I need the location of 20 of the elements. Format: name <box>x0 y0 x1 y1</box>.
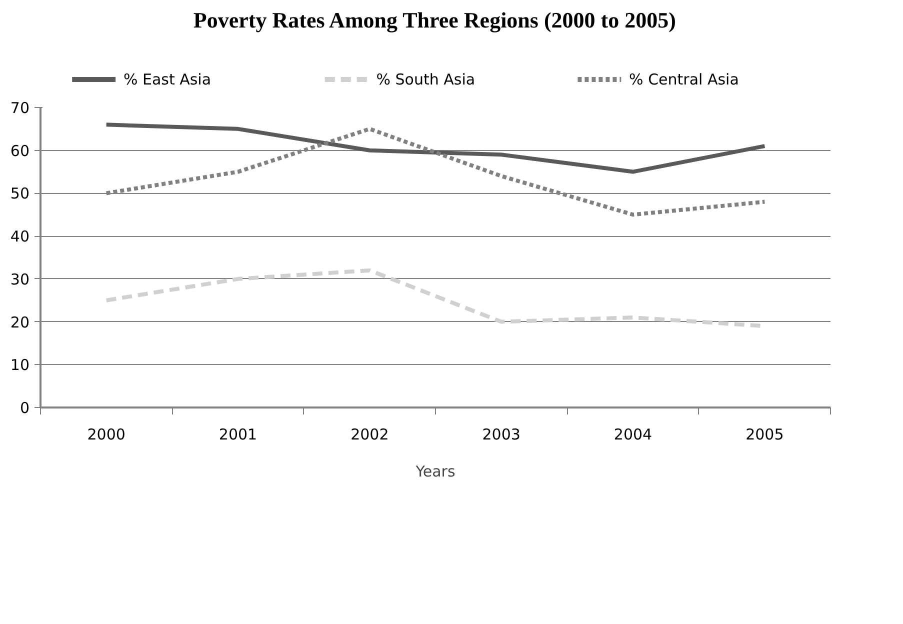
y-tick-label: 0 <box>20 399 30 417</box>
x-tick-label: 2005 <box>746 426 784 444</box>
legend-label: % Central Asia <box>629 70 739 88</box>
x-axis-title: Years <box>414 462 456 480</box>
x-tick-label: 2002 <box>350 426 389 444</box>
x-tick-label: 2004 <box>614 426 652 444</box>
y-tick-label: 60 <box>10 142 30 160</box>
y-tick-label: 70 <box>10 99 30 117</box>
y-tick-label: 50 <box>10 184 30 203</box>
x-tick-label: 2000 <box>87 426 126 444</box>
y-tick-label: 40 <box>10 228 30 246</box>
y-tick-label: 10 <box>10 356 30 374</box>
x-tick-label: 2003 <box>482 426 520 444</box>
legend-label: % South Asia <box>376 70 476 88</box>
y-tick-label: 20 <box>10 313 30 332</box>
legend-label: % East Asia <box>123 70 212 88</box>
line-series <box>104 122 767 174</box>
chart-title: Poverty Rates Among Three Regions (2000 to 2005) <box>193 8 676 32</box>
x-tick-label: 2001 <box>218 426 258 444</box>
y-tick-label: 30 <box>10 270 30 288</box>
